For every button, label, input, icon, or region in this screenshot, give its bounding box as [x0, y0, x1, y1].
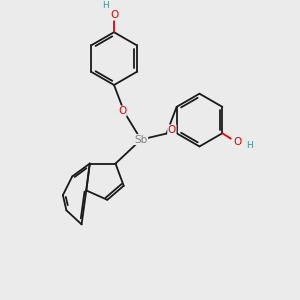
Text: Sb: Sb [134, 135, 148, 145]
Text: O: O [111, 10, 119, 20]
Text: O: O [234, 137, 242, 147]
Text: H: H [102, 1, 109, 10]
Text: O: O [168, 125, 176, 135]
Text: O: O [118, 106, 126, 116]
Text: H: H [246, 141, 253, 150]
